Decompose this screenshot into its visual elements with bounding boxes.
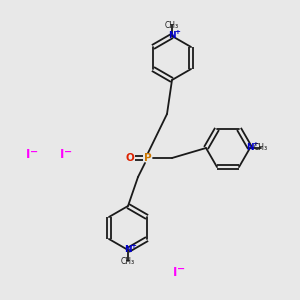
Text: N: N bbox=[124, 245, 132, 254]
Text: +: + bbox=[252, 141, 258, 147]
Text: I: I bbox=[173, 266, 177, 278]
Text: CH₃: CH₃ bbox=[254, 143, 268, 152]
Text: O: O bbox=[126, 153, 134, 163]
Text: +: + bbox=[174, 29, 180, 35]
Text: I: I bbox=[60, 148, 64, 161]
Text: −: − bbox=[177, 264, 185, 274]
Text: I: I bbox=[26, 148, 30, 161]
Text: CH₃: CH₃ bbox=[165, 20, 179, 29]
Text: CH₃: CH₃ bbox=[121, 256, 135, 266]
Text: P: P bbox=[144, 153, 152, 163]
Text: +: + bbox=[130, 243, 136, 249]
Text: −: − bbox=[30, 147, 38, 157]
Text: N: N bbox=[246, 143, 254, 152]
Text: N: N bbox=[168, 32, 176, 40]
Text: −: − bbox=[64, 147, 72, 157]
